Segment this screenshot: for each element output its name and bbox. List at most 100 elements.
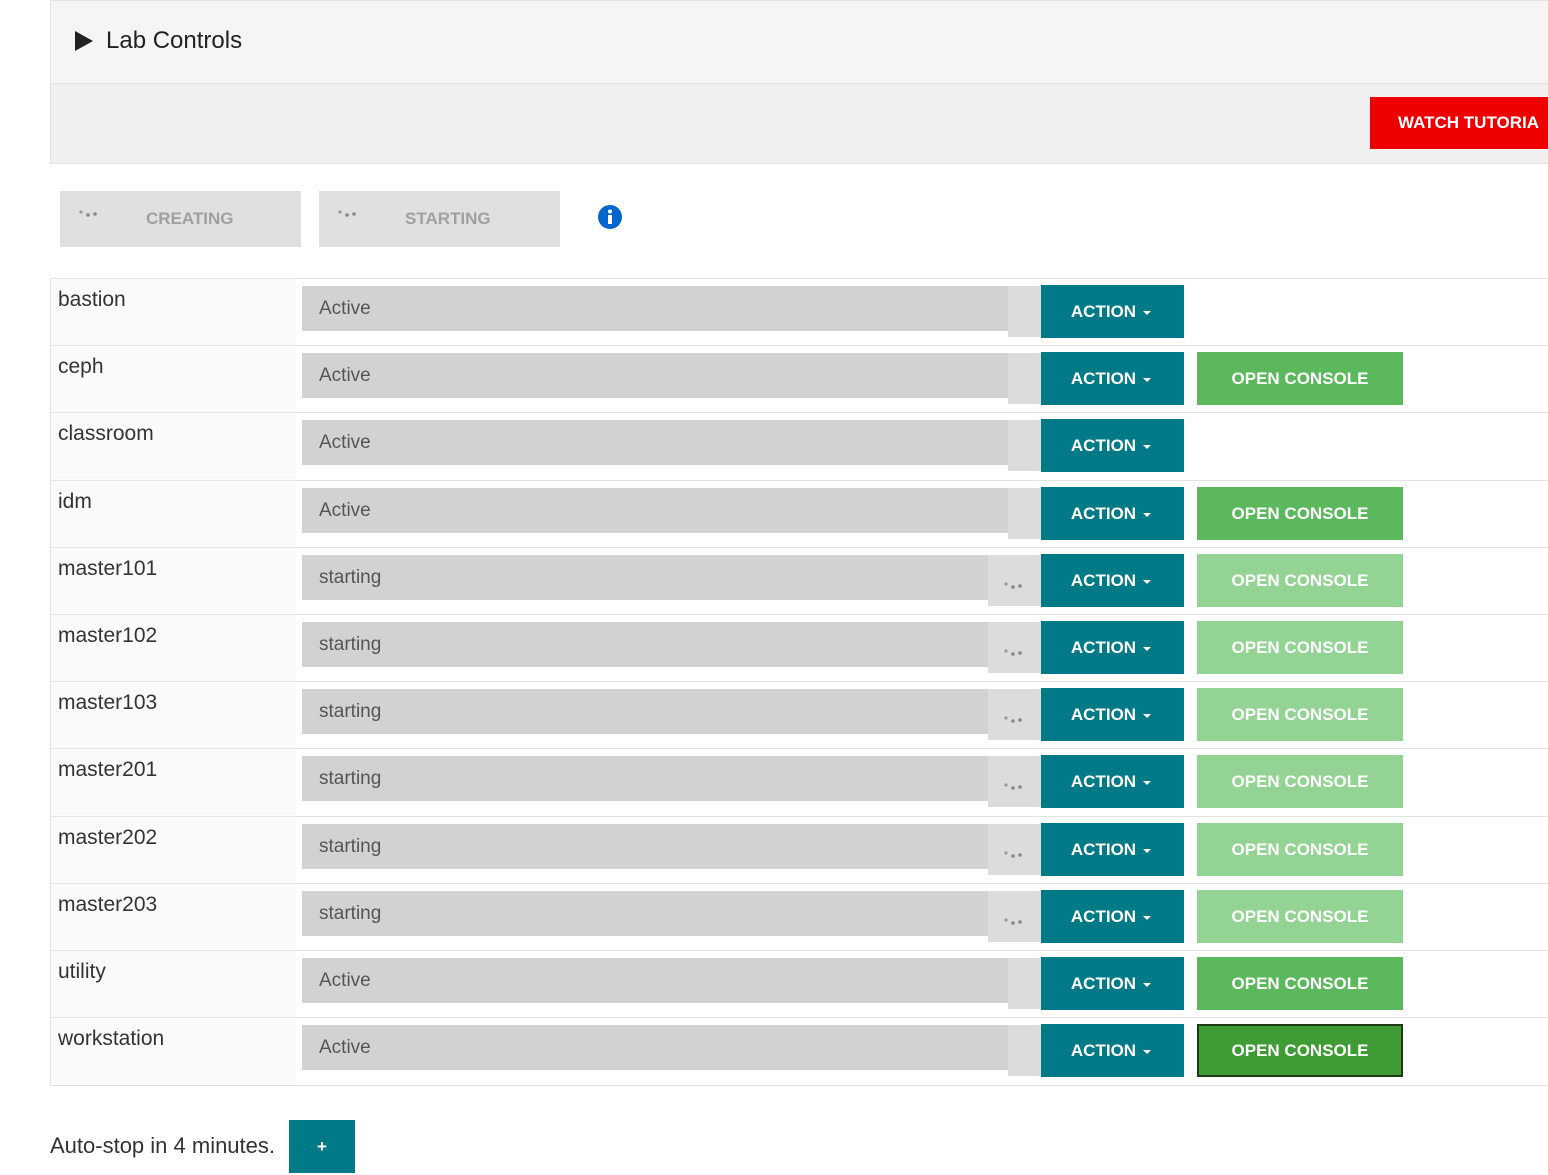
status-addon: [988, 891, 1041, 942]
console-button[interactable]: OPEN CONSOLE: [1197, 352, 1403, 405]
status-addon: [1008, 353, 1041, 404]
action-label: ACTION: [1070, 771, 1137, 791]
name-cell: [51, 615, 296, 681]
action-label: ACTION: [1070, 637, 1137, 657]
table-row: [51, 480, 1548, 547]
host-name: master202: [58, 826, 158, 849]
status-field: Active: [302, 958, 1008, 1003]
button-bar: [50, 84, 1548, 164]
extend-button[interactable]: +: [289, 1120, 355, 1173]
action-button[interactable]: ACTION: [1041, 755, 1184, 808]
console-button: OPEN CONSOLE: [1197, 755, 1403, 808]
dropdown-caret: [1143, 713, 1152, 718]
dropdown-caret: [1143, 1049, 1152, 1054]
status-field: Active: [302, 286, 1008, 331]
host-name: utility: [58, 960, 106, 983]
name-cell: [51, 1018, 296, 1084]
status-field: Active: [302, 1025, 1008, 1070]
status-field: Active: [302, 420, 1008, 465]
action-button[interactable]: ACTION: [1041, 957, 1184, 1010]
console-button[interactable]: OPEN CONSOLE: [1197, 957, 1403, 1010]
status-addon: [1008, 958, 1041, 1009]
status-addon: [988, 756, 1041, 807]
table-row: [51, 614, 1548, 681]
spinner: [1003, 644, 1027, 656]
status-field: Active: [302, 488, 1008, 533]
auto-stop-text: Auto-stop in 4 minutes.: [50, 1133, 276, 1158]
status-field: starting: [302, 689, 988, 734]
info-icon[interactable]: [597, 204, 623, 230]
name-cell: [51, 548, 296, 614]
action-button[interactable]: ACTION: [1041, 554, 1184, 607]
status-addon: [988, 824, 1041, 875]
action-button[interactable]: ACTION: [1041, 823, 1184, 876]
action-button[interactable]: ACTION: [1041, 487, 1184, 540]
tutorial-button[interactable]: WATCH TUTORIA: [1370, 97, 1548, 149]
dropdown-caret: [1143, 444, 1152, 449]
status-field: Active: [302, 353, 1008, 398]
action-label: ACTION: [1070, 973, 1137, 993]
spinner: [1003, 913, 1027, 925]
host-name: bastion: [58, 288, 126, 311]
status-field: starting: [302, 555, 988, 600]
table-row: [51, 950, 1548, 1017]
action-label: ACTION: [1070, 1040, 1137, 1060]
action-button[interactable]: ACTION: [1041, 621, 1184, 674]
status-button: [319, 191, 560, 247]
host-name: master101: [58, 557, 158, 580]
action-button[interactable]: ACTION: [1041, 352, 1184, 405]
name-cell: [51, 481, 296, 547]
dropdown-caret: [1143, 377, 1152, 382]
status-addon: [1008, 1025, 1041, 1076]
console-button: OPEN CONSOLE: [1197, 621, 1403, 674]
console-button[interactable]: OPEN CONSOLE: [1197, 487, 1403, 540]
dropdown-caret: [1143, 646, 1152, 651]
action-label: ACTION: [1070, 839, 1137, 859]
console-button[interactable]: OPEN CONSOLE: [1197, 1024, 1403, 1077]
name-cell: [51, 346, 296, 412]
status-field: starting: [302, 756, 988, 801]
name-cell: [51, 749, 296, 815]
spinner: [1003, 846, 1027, 858]
spinner: [1003, 711, 1027, 723]
host-name: master201: [58, 758, 158, 781]
dropdown-caret: [1143, 780, 1152, 785]
action-label: ACTION: [1070, 368, 1137, 388]
name-cell: [51, 817, 296, 883]
status-field: starting: [302, 824, 988, 869]
action-button[interactable]: ACTION: [1041, 688, 1184, 741]
host-name: master203: [58, 893, 158, 916]
name-cell: [51, 413, 296, 479]
action-button[interactable]: ACTION: [1041, 419, 1184, 472]
table-row: [51, 748, 1548, 815]
status-addon: [988, 622, 1041, 673]
dropdown-caret: [1143, 512, 1152, 517]
status-field: starting: [302, 891, 988, 936]
action-button[interactable]: ACTION: [1041, 1024, 1184, 1077]
status-button-label: CREATING: [146, 209, 234, 228]
action-label: ACTION: [1070, 435, 1137, 455]
table-row: [51, 681, 1548, 748]
console-button: OPEN CONSOLE: [1197, 890, 1403, 943]
table-row: [51, 345, 1548, 412]
name-cell: [51, 682, 296, 748]
host-name: workstation: [58, 1027, 165, 1050]
action-button[interactable]: ACTION: [1041, 285, 1184, 338]
caret-icon: [75, 31, 93, 51]
status-addon: [988, 689, 1041, 740]
name-cell: [51, 279, 296, 345]
host-name: ceph: [58, 355, 104, 378]
table-row: [51, 547, 1548, 614]
spinner: [1003, 577, 1027, 589]
status-field: starting: [302, 622, 988, 667]
status-button: [60, 191, 301, 247]
lab-controls-header[interactable]: [50, 0, 1548, 84]
dropdown-caret: [1143, 579, 1152, 584]
action-button[interactable]: ACTION: [1041, 890, 1184, 943]
dropdown-caret: [1143, 982, 1152, 987]
host-name: master103: [58, 691, 158, 714]
header-title: Lab Controls: [106, 27, 243, 54]
status-addon: [988, 555, 1041, 606]
spinner: [337, 205, 361, 217]
